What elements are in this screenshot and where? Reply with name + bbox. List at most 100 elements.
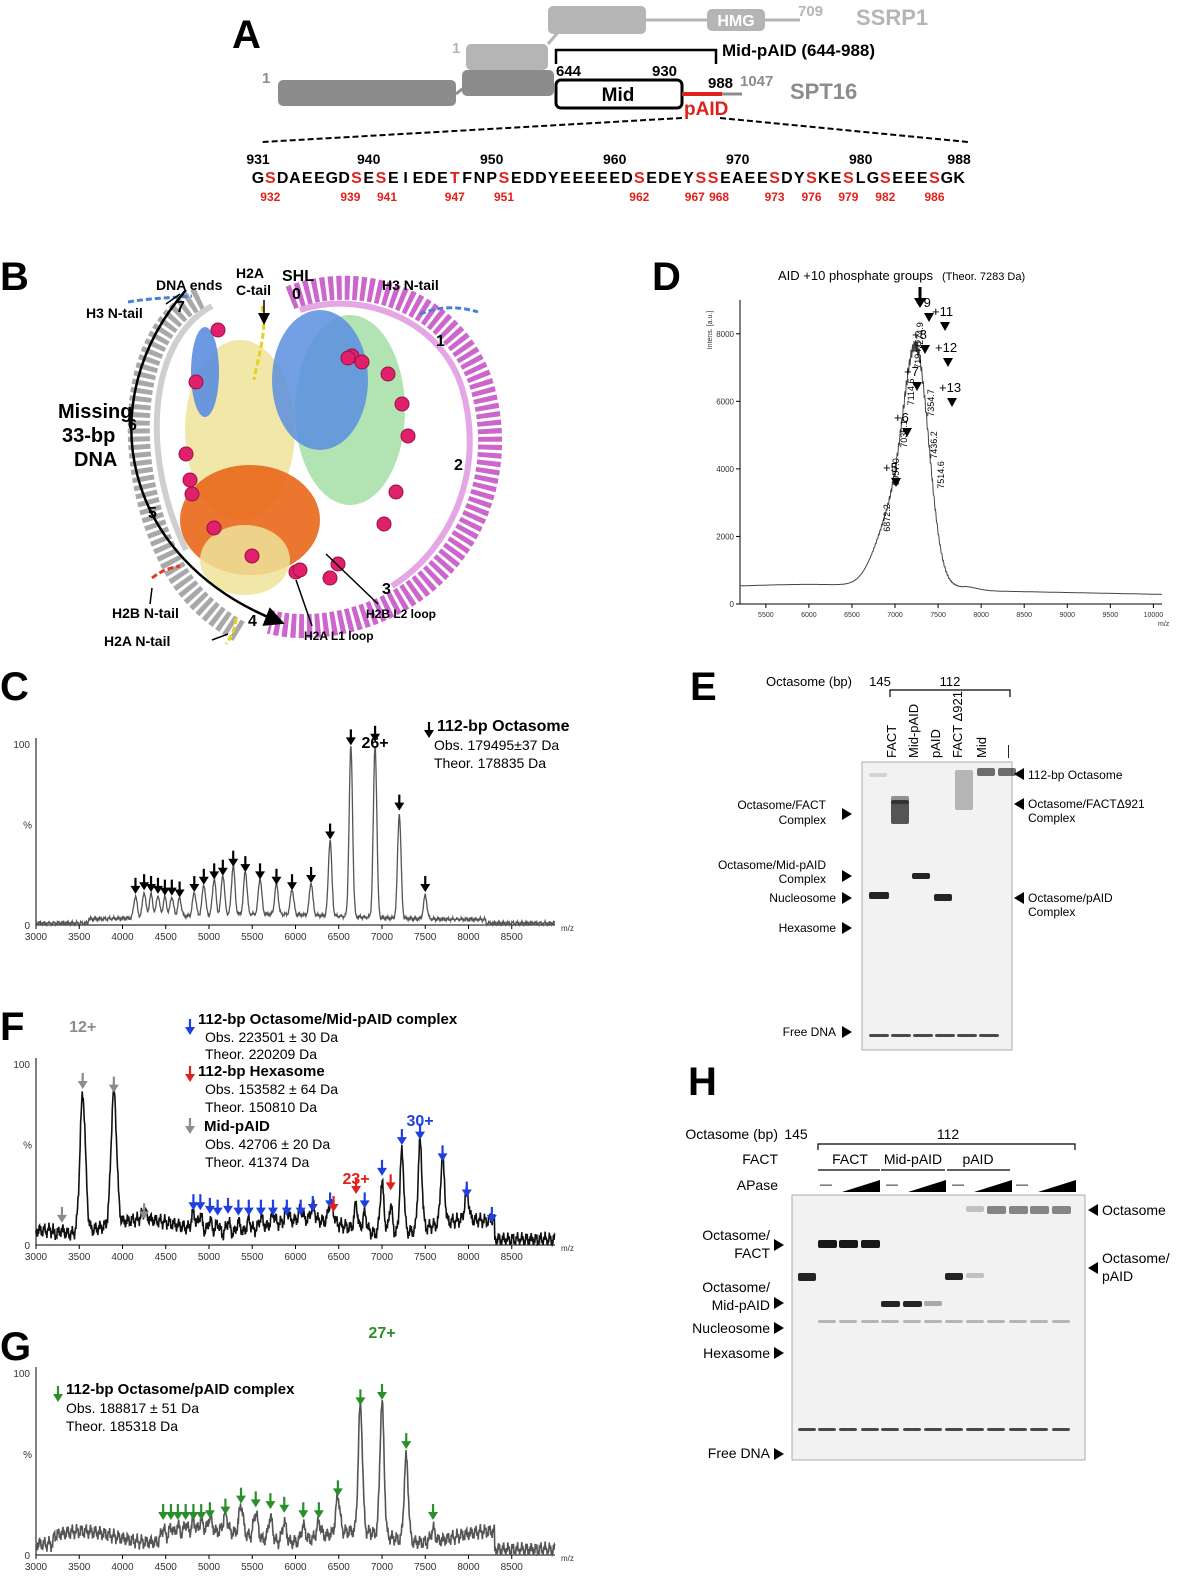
hexasome-band: [1052, 1320, 1070, 1323]
phospho-contact-sphere: [178, 446, 194, 462]
hexasome-band: [903, 1320, 921, 1323]
legend-theor: Theor. 178835 Da: [434, 755, 546, 771]
sequence-number: 980: [849, 151, 873, 167]
peak-arrow: [377, 1383, 387, 1400]
x-tick-label: 8000: [457, 1562, 480, 1573]
arrow-head: [212, 1207, 223, 1216]
sequence-residue: D: [781, 170, 793, 187]
x-tick-label: 6000: [284, 1562, 307, 1573]
gel-marker: [842, 870, 852, 882]
mid-label: Mid: [602, 85, 635, 106]
peak-arrow: [188, 1504, 199, 1521]
peak-charge-label: 27+: [368, 1325, 395, 1342]
free-dna-band: [924, 1428, 942, 1431]
sequence-residue: D: [658, 170, 670, 187]
charge-label: +12: [935, 340, 957, 355]
sequence-residue: P: [486, 170, 497, 187]
arrow-head: [172, 1512, 183, 1521]
left-label: Octasome/FACT: [737, 798, 826, 812]
peak-mass-label: 6957.0: [891, 458, 901, 486]
peak-arrow: [209, 863, 220, 880]
peak-arrow: [174, 881, 185, 898]
peak-arrow: [377, 1159, 387, 1176]
free-dna-band: [987, 1428, 1005, 1431]
free-dna-band: [861, 1428, 879, 1431]
legend-obs-mid-paid: Obs. 223501 ± 30 Da: [205, 1029, 338, 1045]
peak-arrow: [220, 1498, 231, 1515]
sequence-residue: Y: [683, 170, 694, 187]
x-tick-label: 3000: [25, 1252, 48, 1263]
peak-arrow: [359, 1192, 370, 1209]
legend-theor-mid-paid: Theor. 220209 Da: [205, 1046, 317, 1062]
ssrp1-domain-0: [466, 44, 548, 70]
left-label: Mid-pAID: [712, 1297, 770, 1313]
charge-label: +5: [883, 460, 898, 475]
arrow-head: [185, 1027, 195, 1035]
peak-mass-label: 7035.1: [899, 420, 909, 448]
h3-ntail-left-dashed: [127, 294, 193, 304]
sequence-residue: E: [671, 170, 682, 187]
missing-label-3: DNA: [74, 449, 117, 471]
mid-paid-bracket: [554, 48, 718, 64]
red-peak-label: 23+: [342, 1171, 369, 1188]
dna-magenta-strand: [266, 275, 503, 639]
arrow-head: [279, 1504, 290, 1513]
x-tick-label: 8500: [1016, 612, 1032, 619]
sequence-residue: D: [535, 170, 547, 187]
peak-arrow: [236, 1487, 247, 1504]
gel-band: [998, 768, 1016, 776]
gel-marker: [1088, 1204, 1098, 1216]
sequence-residue: S: [806, 170, 817, 187]
peak-arrow: [912, 382, 922, 391]
free-dna-band: [891, 1034, 911, 1037]
bp-112-label: 112: [940, 674, 961, 689]
arrow-head: [243, 1207, 254, 1216]
peak-mass-label: 7274.9: [915, 322, 925, 350]
sequence-number: 940: [357, 151, 381, 167]
h2a-ntail-dashed: [224, 617, 238, 645]
gel-h: Octasome (bp) 145 112 FACT FACT Mid-pAID pAID A…: [685, 1126, 1169, 1461]
y-tick-label: 0: [24, 921, 30, 932]
x-tick-label: 6000: [801, 612, 817, 619]
panel-g-letter: G: [0, 1325, 31, 1369]
arrow-head: [385, 1182, 396, 1191]
free-dna-band: [1030, 1428, 1048, 1431]
sequence-residue: E: [892, 170, 903, 187]
ssrp1-start-number: 1: [452, 40, 460, 57]
x-tick-label: 4500: [155, 932, 178, 943]
charge-label: +8: [912, 327, 927, 342]
spectrum-title-theor: (Theor. 7283 Da): [942, 271, 1025, 283]
sequence-residue: K: [818, 170, 830, 187]
panel-g: G 3000 3500 4000 4500 5000 5500 6000 6500 7000 75…: [0, 1325, 574, 1573]
legend-arrow-gray: [185, 1118, 195, 1134]
peak-arrow: [196, 1504, 207, 1521]
sequence-residue: Y: [794, 170, 805, 187]
panel-c: C 3000 3500 4000 4500 5000 5500 6000 6500 7000 75…: [0, 665, 574, 943]
x-tick-label: 3500: [68, 1252, 91, 1263]
peak-arrow: [351, 1177, 362, 1194]
x-tick-label: 5500: [241, 1562, 264, 1573]
x-tick-label: 5000: [198, 1562, 221, 1573]
free-dna-band: [1052, 1428, 1070, 1431]
h3-ntail-right-label: H3 N-tail: [382, 277, 439, 293]
sequence-residue: I: [403, 170, 407, 187]
x-tick-label: 8000: [457, 1252, 480, 1263]
peak-arrow: [195, 1194, 206, 1211]
phospho-site-number: 982: [875, 190, 895, 204]
left-label: FACT: [734, 1245, 770, 1261]
y-tick-label: 6000: [716, 397, 734, 406]
sequence-residue: A: [289, 170, 301, 187]
gel-band: [818, 1240, 837, 1248]
peak-arrow: [401, 1433, 412, 1450]
shl-zero-label: 0: [292, 286, 301, 303]
x-tick-label: 5500: [758, 612, 774, 619]
x-unit-label: m/z: [561, 1554, 574, 1563]
right-label: 112-bp Octasome: [1028, 768, 1123, 782]
shl-number: 6: [128, 417, 137, 434]
chart-c: 3000 3500 4000 4500 5000 5500 6000 6500 7000 7500…: [13, 718, 574, 943]
peak-arrow: [891, 478, 901, 487]
x-tick-label: 6000: [284, 1252, 307, 1263]
zoom-line-left: [261, 117, 683, 143]
panel-d-letter: D: [652, 255, 681, 299]
spectrum-trace: [35, 1082, 556, 1248]
